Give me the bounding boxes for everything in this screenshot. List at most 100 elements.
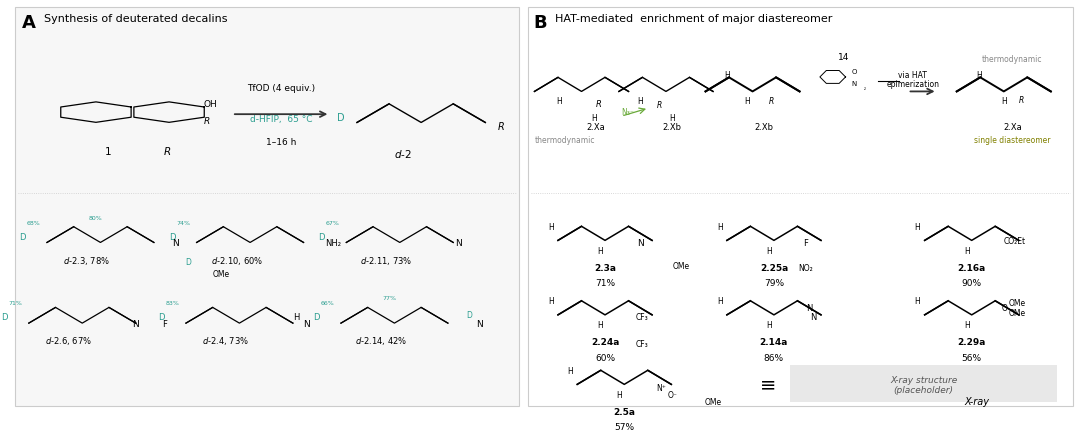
Text: D: D <box>168 232 175 241</box>
Text: H: H <box>767 320 772 329</box>
Text: R: R <box>498 122 504 132</box>
Text: N: N <box>806 303 812 312</box>
Text: D: D <box>19 232 26 241</box>
Text: H: H <box>592 114 597 123</box>
Text: Synthesis of deuterated decalins: Synthesis of deuterated decalins <box>44 14 227 24</box>
Text: OMe: OMe <box>213 269 230 278</box>
Text: 66%: 66% <box>321 301 335 305</box>
Text: 2.5a: 2.5a <box>613 407 635 416</box>
Text: N: N <box>810 312 816 321</box>
Text: 2.14a: 2.14a <box>759 337 788 346</box>
Text: B: B <box>534 14 548 32</box>
Text: NO₂: NO₂ <box>798 263 813 272</box>
Text: OMe: OMe <box>704 397 721 406</box>
Text: N: N <box>476 319 484 328</box>
Text: 2.Xa: 2.Xa <box>586 123 605 132</box>
Text: F: F <box>804 238 809 247</box>
Bar <box>789 365 1057 402</box>
Text: $\it{d\text{-}2.14}$, 42%: $\it{d\text{-}2.14}$, 42% <box>355 335 407 347</box>
Text: D: D <box>319 232 325 241</box>
Text: H: H <box>964 246 970 255</box>
Text: epimerization: epimerization <box>887 80 940 89</box>
Text: H: H <box>548 297 554 306</box>
Text: O⁻: O⁻ <box>667 390 677 399</box>
Text: D: D <box>467 310 472 319</box>
Text: 1–16 h: 1–16 h <box>266 137 296 146</box>
Text: 71%: 71% <box>9 301 23 305</box>
Text: H: H <box>637 97 644 106</box>
Text: ₂: ₂ <box>864 86 866 91</box>
Text: $\it{d\text{-}2.3}$, 78%: $\it{d\text{-}2.3}$, 78% <box>64 254 110 266</box>
Bar <box>15 8 519 406</box>
Text: 80%: 80% <box>89 215 102 220</box>
Text: H: H <box>717 222 723 231</box>
Text: H: H <box>670 114 675 123</box>
Text: OMe: OMe <box>673 261 689 270</box>
Text: 2.3a: 2.3a <box>594 263 616 272</box>
Text: d-HFIP,  65 °C: d-HFIP, 65 °C <box>249 114 312 123</box>
Text: N₃⁻: N₃⁻ <box>621 108 634 117</box>
Text: ≡: ≡ <box>760 375 777 394</box>
Text: R: R <box>164 147 172 157</box>
Text: H: H <box>556 97 562 106</box>
Text: F: F <box>162 319 167 328</box>
Bar <box>528 8 1074 406</box>
Text: H: H <box>976 71 982 80</box>
Text: X-ray: X-ray <box>964 396 989 406</box>
Text: H: H <box>1001 97 1007 106</box>
Text: 2.16a: 2.16a <box>958 263 986 272</box>
Text: H: H <box>767 246 772 255</box>
Text: D: D <box>158 313 164 322</box>
Text: H: H <box>964 320 970 329</box>
Text: 57%: 57% <box>615 422 634 430</box>
Text: H: H <box>915 222 920 231</box>
Text: 71%: 71% <box>595 279 616 287</box>
Text: $\it{d\text{-}2.4}$, 73%: $\it{d\text{-}2.4}$, 73% <box>202 335 249 347</box>
Text: 2.Xb: 2.Xb <box>755 123 773 132</box>
Text: A: A <box>23 14 37 32</box>
Text: H: H <box>724 71 730 80</box>
Text: R: R <box>769 97 774 106</box>
Text: N: N <box>133 319 139 328</box>
Text: 14: 14 <box>838 52 849 61</box>
Text: 79%: 79% <box>764 279 784 287</box>
Text: 90%: 90% <box>961 279 982 287</box>
Text: OMe: OMe <box>1009 309 1026 317</box>
Text: R: R <box>1018 96 1024 105</box>
Text: N⁺: N⁺ <box>657 383 666 392</box>
Text: $\it{d\text{-}2.6}$, 67%: $\it{d\text{-}2.6}$, 67% <box>45 335 93 347</box>
Text: 1: 1 <box>105 147 111 157</box>
Text: 68%: 68% <box>27 220 40 225</box>
Text: 60%: 60% <box>595 353 616 362</box>
Text: NH₂: NH₂ <box>325 238 341 247</box>
Text: $\it{d}$-2: $\it{d}$-2 <box>394 147 411 159</box>
Text: H: H <box>567 366 573 375</box>
Text: R: R <box>204 117 210 126</box>
Text: N: N <box>851 81 856 87</box>
Text: H: H <box>293 313 299 322</box>
Text: X-ray structure
(placeholder): X-ray structure (placeholder) <box>890 375 957 394</box>
Text: 83%: 83% <box>165 301 179 305</box>
Text: N: N <box>455 238 462 247</box>
Text: 86%: 86% <box>764 353 784 362</box>
Text: N: N <box>637 238 644 247</box>
Text: thermodynamic: thermodynamic <box>982 55 1042 64</box>
Text: H: H <box>717 297 723 306</box>
Text: N: N <box>303 319 310 328</box>
Text: 2.Xb: 2.Xb <box>663 123 681 132</box>
Text: D: D <box>1 313 8 322</box>
Text: 2.24a: 2.24a <box>591 337 619 346</box>
Text: thermodynamic: thermodynamic <box>536 136 596 145</box>
Text: H: H <box>915 297 920 306</box>
Text: H: H <box>744 97 751 106</box>
Text: 56%: 56% <box>961 353 982 362</box>
Text: CF₃: CF₃ <box>636 313 649 322</box>
Text: TfOD (4 equiv.): TfOD (4 equiv.) <box>247 83 315 92</box>
Text: R: R <box>657 101 662 110</box>
Text: D: D <box>185 257 191 266</box>
Text: H: H <box>597 246 604 255</box>
Text: H: H <box>597 320 604 329</box>
Text: $\it{d\text{-}2.11}$, 73%: $\it{d\text{-}2.11}$, 73% <box>360 254 413 266</box>
Text: CO₂Et: CO₂Et <box>1003 237 1026 245</box>
Text: 67%: 67% <box>326 220 340 225</box>
